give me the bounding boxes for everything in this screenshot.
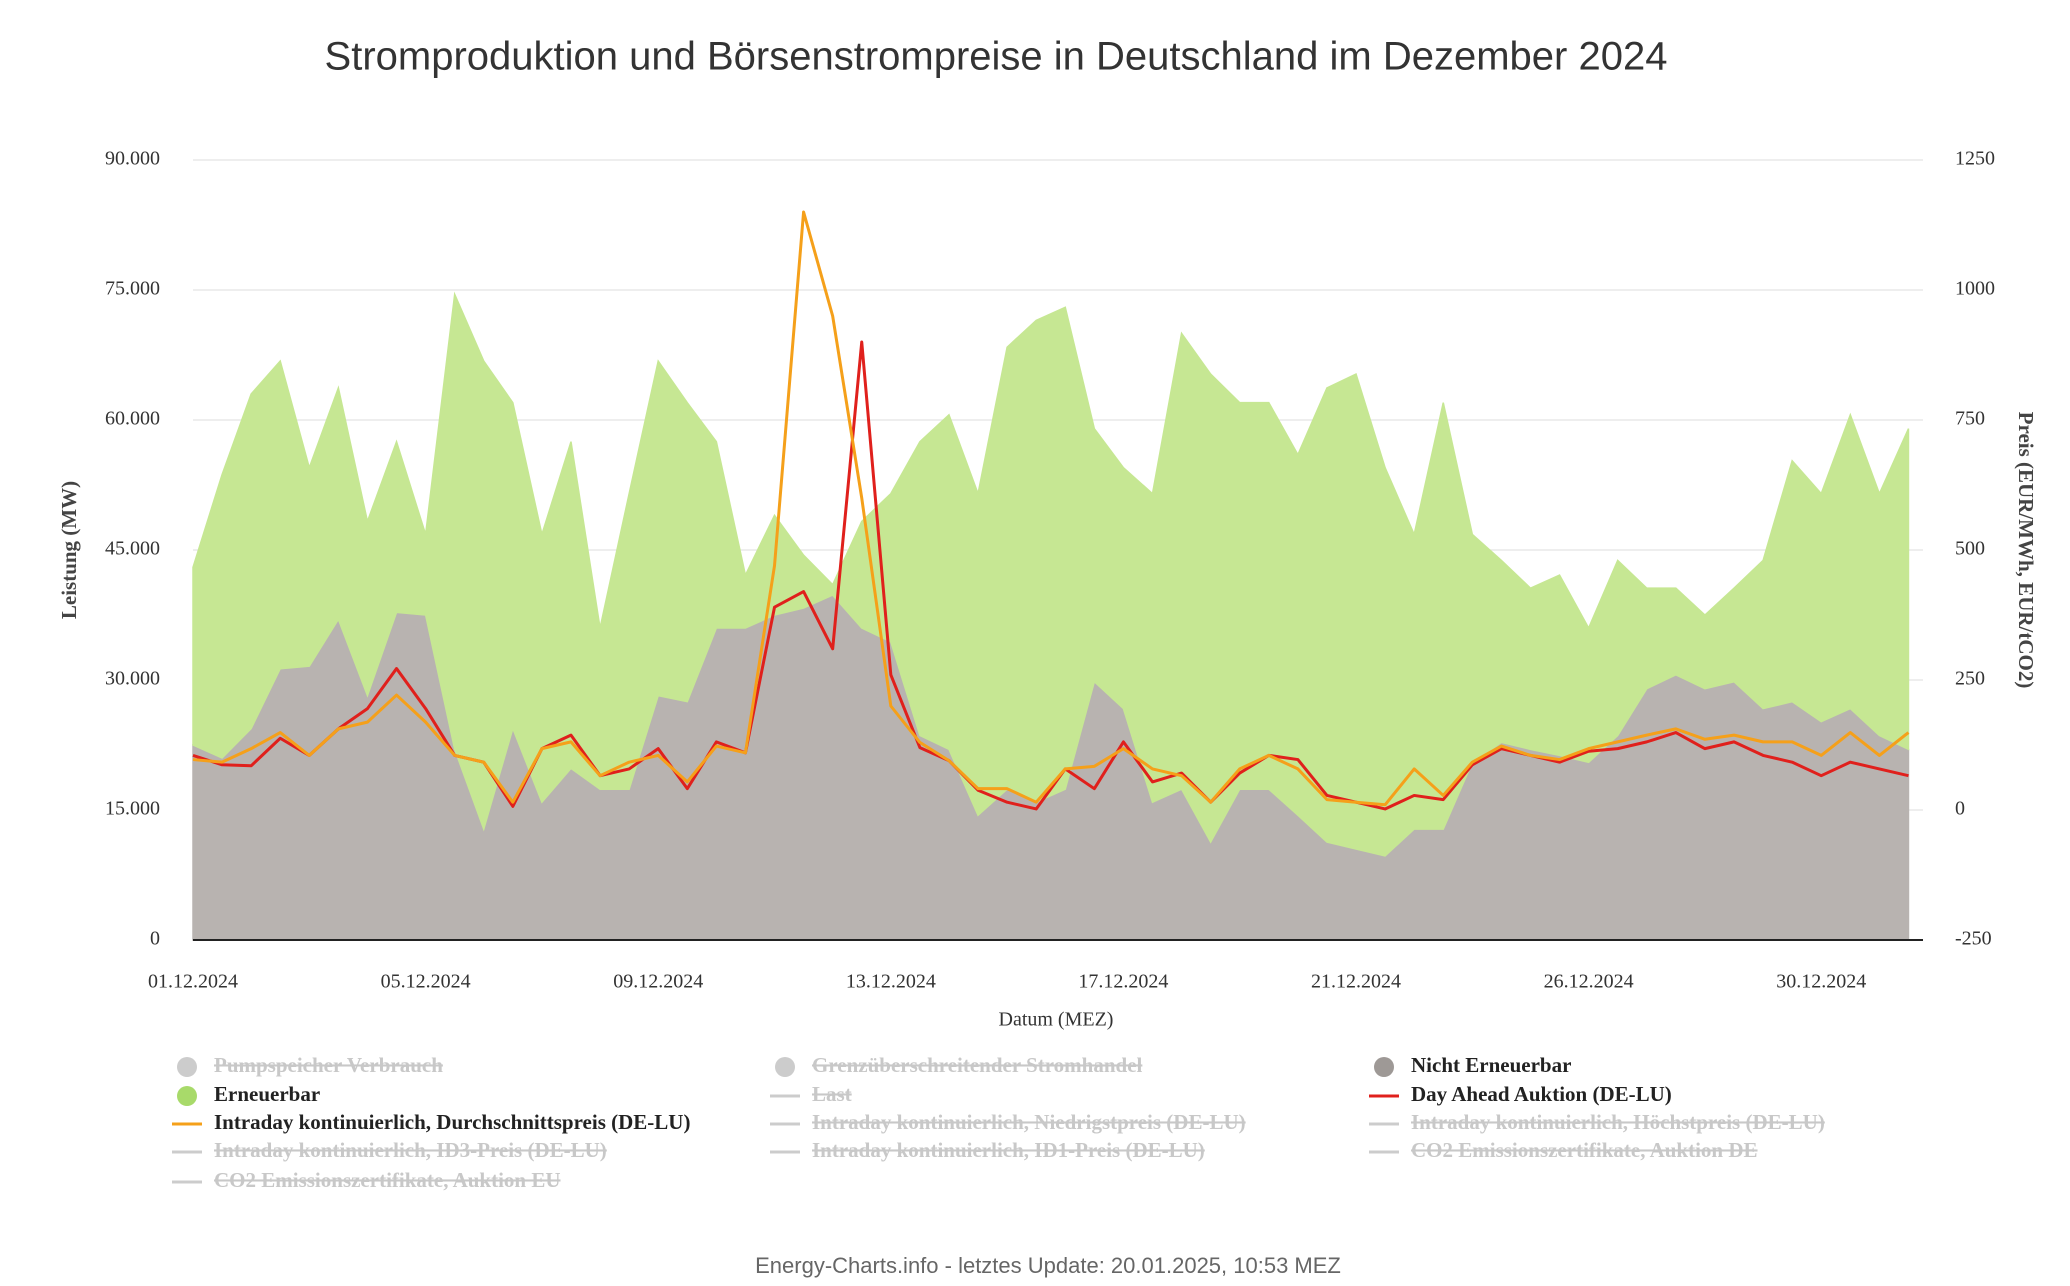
x-tick-label: 17.12.2024 [1078, 971, 1168, 993]
footer: Energy-Charts.info - letztes Update: 20.… [755, 1253, 1341, 1278]
y2-tick-label: -250 [1955, 928, 1992, 950]
legend-label[interactable]: Pumpspeicher Verbrauch [214, 1053, 443, 1077]
x-tick-label: 01.12.2024 [148, 971, 238, 993]
y2-tick-label: 0 [1955, 798, 1965, 820]
legend-label[interactable]: Day Ahead Auktion (DE-LU) [1411, 1082, 1672, 1106]
legend-label[interactable]: Intraday kontinuierlich, Niedrigstpreis … [812, 1110, 1246, 1134]
legend-label[interactable]: Intraday kontinuierlich, ID3-Preis (DE-L… [214, 1138, 607, 1162]
y-tick-label: 60.000 [105, 408, 160, 430]
legend-marker [1374, 1057, 1394, 1077]
legend-label[interactable]: Grenzüberschreitender Stromhandel [812, 1053, 1143, 1077]
legend-label[interactable]: Intraday kontinuierlich, Höchstpreis (DE… [1411, 1110, 1825, 1134]
x-tick-label: 30.12.2024 [1776, 971, 1866, 993]
y-tick-label: 15.000 [105, 798, 160, 820]
legend-label[interactable]: Erneuerbar [214, 1082, 320, 1106]
area [192, 291, 1910, 857]
y-tick-label: 45.000 [105, 538, 160, 560]
x-tick-label: 26.12.2024 [1544, 971, 1634, 993]
legend-label[interactable]: Nicht Erneuerbar [1411, 1053, 1571, 1077]
legend-label[interactable]: CO2 Emissionszertifikate, Auktion EU [214, 1168, 561, 1192]
y2-tick-label: 750 [1955, 408, 1985, 430]
y-axis-label: Leistung (MW) [57, 481, 81, 619]
chart-title: Stromproduktion und Börsenstrompreise in… [325, 35, 1668, 79]
legend-label[interactable]: CO2 Emissionszertifikate, Auktion DE [1411, 1138, 1758, 1162]
legend-marker [177, 1086, 197, 1106]
y2-tick-label: 1000 [1955, 278, 1995, 300]
x-tick-label: 13.12.2024 [846, 971, 936, 993]
x-tick-label: 05.12.2024 [381, 971, 471, 993]
x-tick-label: 09.12.2024 [613, 971, 703, 993]
legend-label[interactable]: Intraday kontinuierlich, Durchschnittspr… [214, 1110, 690, 1134]
y-tick-label: 30.000 [105, 668, 160, 690]
legend-label[interactable]: Intraday kontinuierlich, ID1-Preis (DE-L… [812, 1138, 1205, 1162]
y-tick-label: 0 [150, 928, 160, 950]
y2-tick-label: 250 [1955, 668, 1985, 690]
y-tick-label: 75.000 [105, 278, 160, 300]
legend-marker [775, 1057, 795, 1077]
legend-marker [177, 1057, 197, 1077]
x-tick-label: 21.12.2024 [1311, 971, 1401, 993]
line [192, 210, 1910, 807]
x-axis-label: Datum (MEZ) [999, 1009, 1114, 1031]
legend-label[interactable]: Last [812, 1082, 852, 1106]
y2-tick-label: 1250 [1955, 148, 1995, 170]
y2-tick-label: 500 [1955, 538, 1985, 560]
y2-axis-label: Preis (EUR/MWh, EUR/tCO2) [2014, 412, 2038, 689]
y-tick-label: 90.000 [105, 148, 160, 170]
